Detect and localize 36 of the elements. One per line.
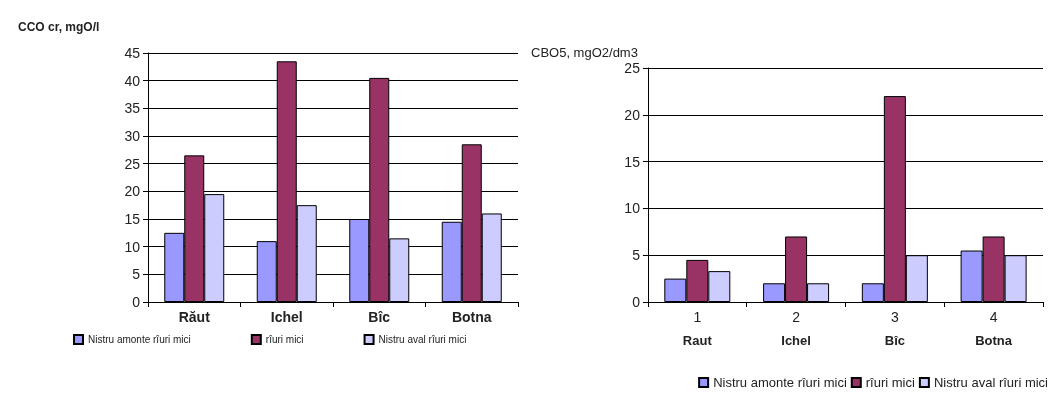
- y-tick-label: 25: [624, 60, 641, 76]
- x-tick-label: Ichel: [270, 309, 303, 325]
- legend-label: rîuri mici: [865, 375, 915, 390]
- legend-label: Nistru amonte rîuri mici: [88, 334, 191, 345]
- x-tick-label: Răut: [178, 309, 211, 325]
- x-tick-label: Bîc: [368, 309, 391, 325]
- y-tick-label: 15: [624, 153, 641, 170]
- y-tick-label: 10: [124, 238, 141, 255]
- y-tick-label: 0: [132, 294, 141, 310]
- y-tick-label: 15: [124, 211, 141, 227]
- x-tick-label: 2: [792, 309, 801, 325]
- y-tick-label: 40: [124, 72, 141, 89]
- y-tick-label: 20: [124, 183, 141, 200]
- x-tick-label: 3: [890, 309, 899, 325]
- y-axis-title: CCO cr, mgO/l: [18, 20, 100, 34]
- legend-label: Nistru amonte rîuri mici: [713, 375, 847, 390]
- x-tick-label: Botna: [451, 309, 492, 325]
- y-tick-label: 25: [124, 155, 141, 172]
- x-tick-label: 4: [989, 309, 998, 325]
- x-tick-label: 1: [693, 309, 702, 325]
- y-tick-label: 30: [124, 128, 141, 144]
- y-tick-label: 5: [632, 247, 641, 264]
- y-tick-label: 10: [624, 200, 641, 217]
- text: Ichel: [781, 333, 811, 348]
- y-tick-label: 35: [124, 100, 141, 117]
- legend-label: rîuri mici: [265, 334, 304, 345]
- text: Bîc: [884, 333, 905, 348]
- y-tick-label: 45: [124, 45, 141, 61]
- text: Botna: [975, 333, 1013, 348]
- legend-label: Nistru aval rîuri mici: [378, 334, 467, 345]
- y-tick-label: 0: [632, 294, 641, 310]
- legend-label: Nistru aval rîuri mici: [933, 375, 1049, 390]
- y-axis-title: CBO5, mgO2/dm3: [530, 44, 638, 60]
- y-tick-label: 20: [624, 106, 641, 123]
- text: Raut: [682, 333, 713, 348]
- y-tick-label: 5: [132, 266, 141, 283]
